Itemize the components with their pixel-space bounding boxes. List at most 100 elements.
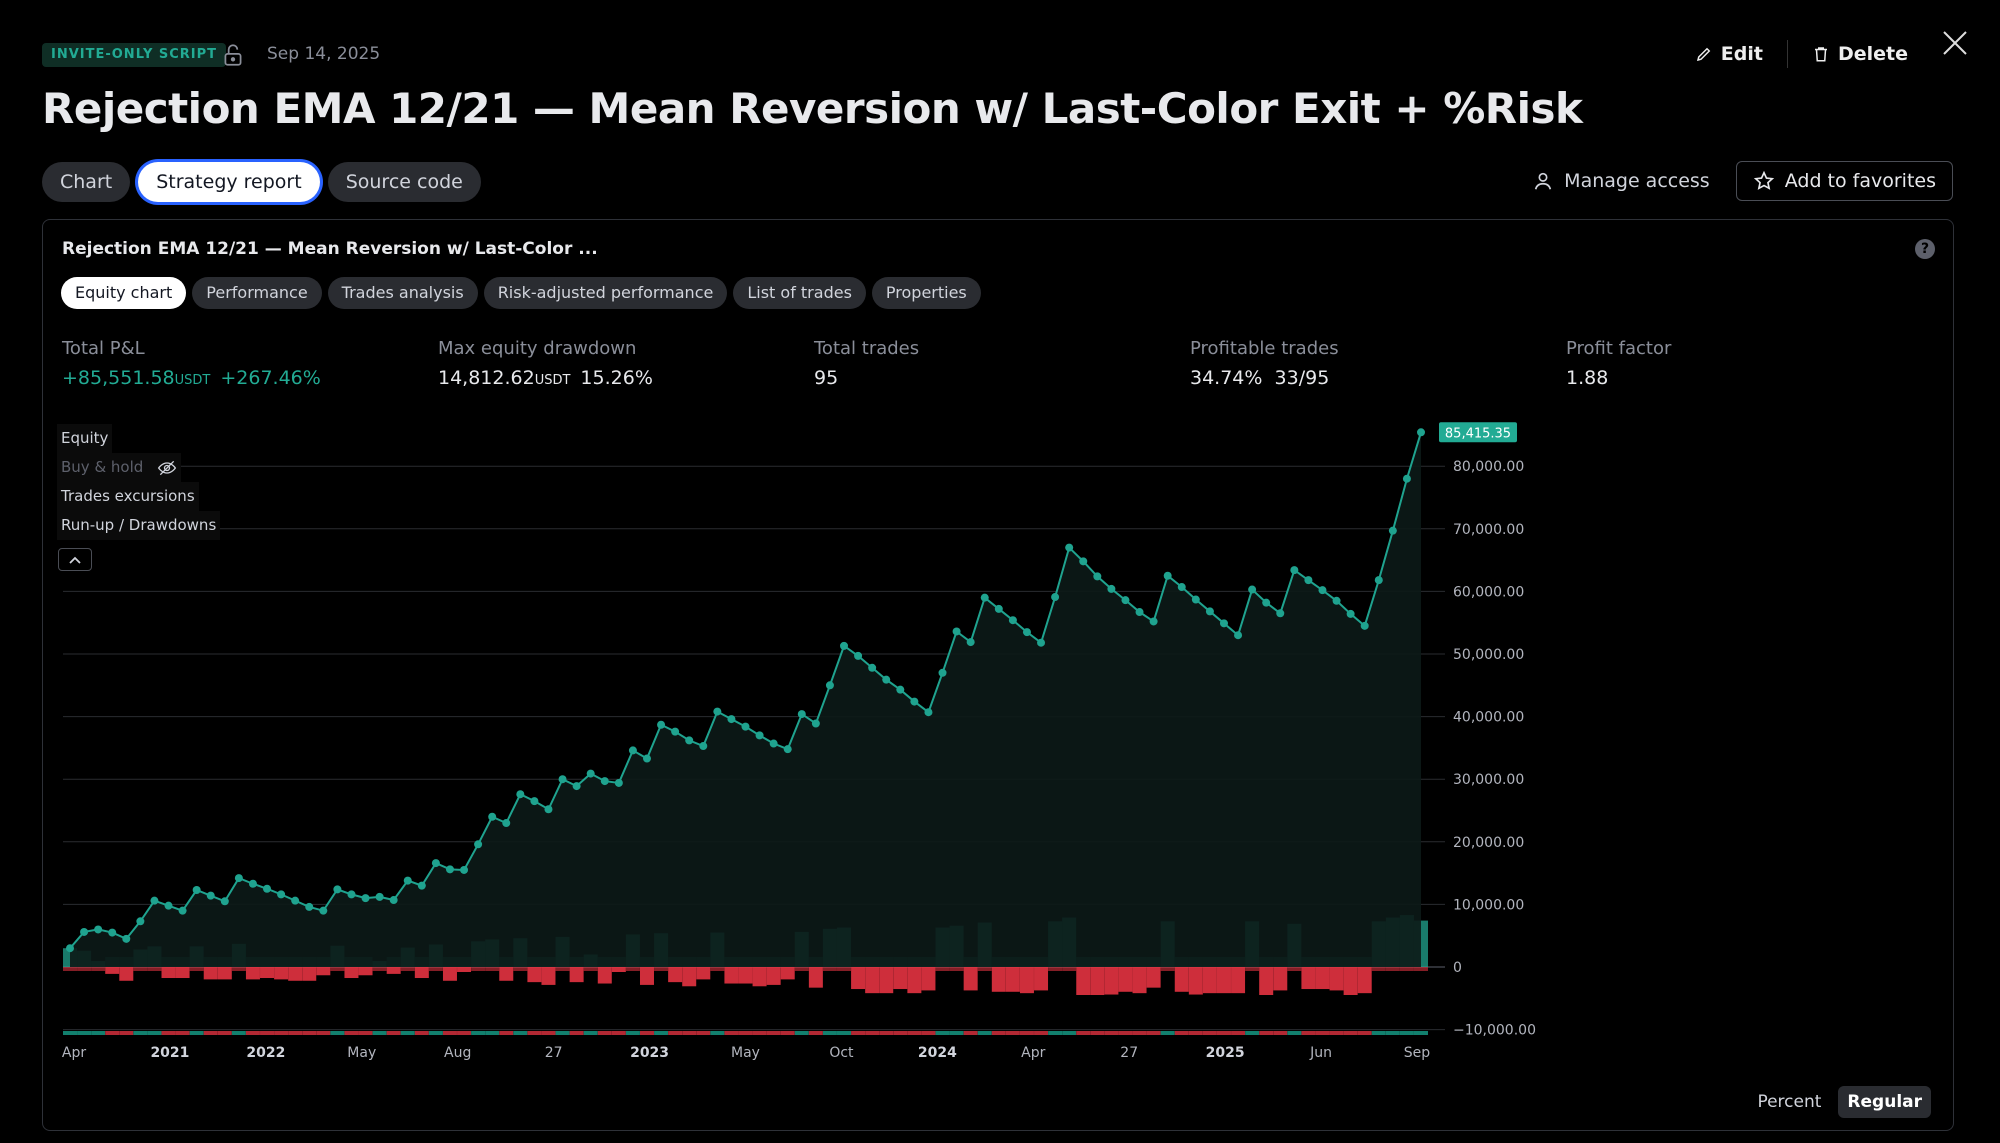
trade-strip-segment (428, 1031, 443, 1035)
equity-point (797, 710, 806, 719)
metric-value: 1.88 (1566, 367, 1609, 389)
drawdown-bar (1202, 967, 1217, 994)
trade-strip-segment (1357, 1031, 1372, 1035)
equity-point (699, 742, 708, 751)
delete-label: Delete (1837, 43, 1908, 65)
equity-point (375, 892, 384, 901)
trade-strip-segment (625, 1031, 640, 1035)
tab-strategy-report[interactable]: Strategy report (138, 162, 320, 202)
equity-chart[interactable]: −10,000.00 0 10,000.00 20,000.00 30,000.00 40… (43, 220, 1953, 1130)
drawdown-bar (1090, 967, 1105, 995)
drawdown-bar (738, 967, 753, 984)
equity-point (558, 775, 567, 784)
trade-strip-segment (485, 1031, 500, 1035)
trade-strip-segment (245, 1031, 260, 1035)
equity-point (220, 897, 229, 906)
equity-point (1388, 526, 1397, 535)
trade-strip-segment (203, 1031, 218, 1035)
equity-point (980, 593, 989, 602)
drawdown-bar (1160, 967, 1175, 971)
trade-strip-segment (1259, 1031, 1274, 1035)
scale-percent-button[interactable]: Percent (1757, 1092, 1822, 1112)
trade-strip-segment (1132, 1031, 1147, 1035)
subtab-performance[interactable]: Performance (192, 277, 322, 309)
drawdown-bar (1146, 967, 1161, 988)
publish-date: Sep 14, 2025 (267, 44, 381, 64)
last-value-badge (1439, 422, 1517, 443)
trade-strip-segment (400, 1031, 415, 1035)
equity-point (1304, 576, 1313, 585)
drawdown-bar (260, 967, 275, 979)
equity-point (924, 708, 933, 717)
drawdown-bar (710, 967, 725, 971)
drawdown-bar (752, 967, 767, 987)
tab-source-code[interactable]: Source code (327, 162, 481, 202)
help-icon[interactable]: ? (1915, 239, 1935, 259)
drawdown-bar (1076, 967, 1091, 995)
drawdown-bar (583, 967, 598, 971)
drawdown-bar (696, 967, 711, 980)
equity-point (1205, 607, 1214, 616)
drawdown-bar (147, 967, 162, 971)
legend-label: Buy & hold (61, 458, 144, 476)
drawdown-bar (91, 967, 106, 971)
equity-point (1346, 609, 1355, 618)
trade-strip-segment (991, 1031, 1006, 1035)
subtab-risk-adjusted[interactable]: Risk-adjusted performance (483, 277, 728, 309)
legend-equity[interactable]: Equity (57, 424, 113, 453)
trade-strip-segment (808, 1031, 823, 1035)
trade-strip-segment (330, 1031, 345, 1035)
report-subtabs: Equity chart Performance Trades analysis… (61, 277, 981, 309)
scale-regular-button[interactable]: Regular (1838, 1086, 1931, 1118)
x-tick-label: 2025 (1206, 1045, 1245, 1061)
legend-runup-drawdowns[interactable]: Run-up / Drawdowns (57, 511, 221, 540)
close-icon[interactable] (1940, 28, 1970, 58)
x-tick-label: 2024 (918, 1045, 957, 1061)
tab-chart[interactable]: Chart (42, 162, 131, 202)
equity-point (445, 865, 454, 874)
trade-strip-segment (794, 1031, 809, 1035)
trade-strip-segment (442, 1031, 457, 1035)
drawdown-bar (77, 967, 92, 971)
metric-profitable-trades: Profitable trades 34.74% 33/95 (1190, 338, 1566, 389)
drawdown-bar (457, 967, 472, 972)
drawdown-bar (541, 967, 556, 985)
legend-buy-hold[interactable]: Buy & hold (57, 453, 182, 482)
drawdown-bar (1357, 967, 1372, 994)
equity-point (1219, 619, 1228, 628)
equity-point (868, 663, 877, 672)
legend-trades-excursions[interactable]: Trades excursions (57, 482, 199, 511)
equity-point (460, 865, 469, 874)
subtab-trades-analysis[interactable]: Trades analysis (327, 277, 478, 309)
drawdown-bar (1301, 967, 1316, 990)
add-to-favorites-button[interactable]: Add to favorites (1735, 161, 1953, 201)
equity-point (600, 777, 609, 786)
favorites-label: Add to favorites (1784, 170, 1936, 192)
metric-total-trades: Total trades 95 (814, 338, 1190, 389)
metric-max-drawdown: Max equity drawdown 14,812.62USDT 15.26% (438, 338, 814, 389)
trade-strip-segment (780, 1031, 795, 1035)
equity-point (305, 902, 314, 911)
legend-label: Equity (61, 429, 109, 447)
manage-access-button[interactable]: Manage access (1532, 170, 1710, 192)
equity-point (1135, 608, 1144, 617)
trade-strip-segment (1076, 1031, 1091, 1035)
drawdown-bar (1174, 967, 1189, 992)
edit-button[interactable]: Edit (1695, 43, 1763, 65)
delete-button[interactable]: Delete (1812, 43, 1908, 65)
subtab-properties[interactable]: Properties (871, 277, 981, 309)
subtab-list-of-trades[interactable]: List of trades (733, 277, 866, 309)
trade-strip-segment (1301, 1031, 1316, 1035)
collapse-legend-button[interactable] (58, 548, 92, 571)
trade-strip-segment (963, 1031, 978, 1035)
trade-strip-segment (541, 1031, 556, 1035)
x-tick-label: 2023 (630, 1045, 669, 1061)
subtab-equity-chart[interactable]: Equity chart (61, 277, 187, 309)
drawdown-bar (808, 967, 823, 988)
drawdown-bar (1034, 967, 1049, 991)
eye-off-icon[interactable] (157, 460, 177, 476)
trade-strip-segment (1287, 1031, 1302, 1035)
drawdown-bar (1385, 967, 1400, 971)
drawdown-bar (344, 967, 359, 979)
equity-point (474, 840, 483, 849)
